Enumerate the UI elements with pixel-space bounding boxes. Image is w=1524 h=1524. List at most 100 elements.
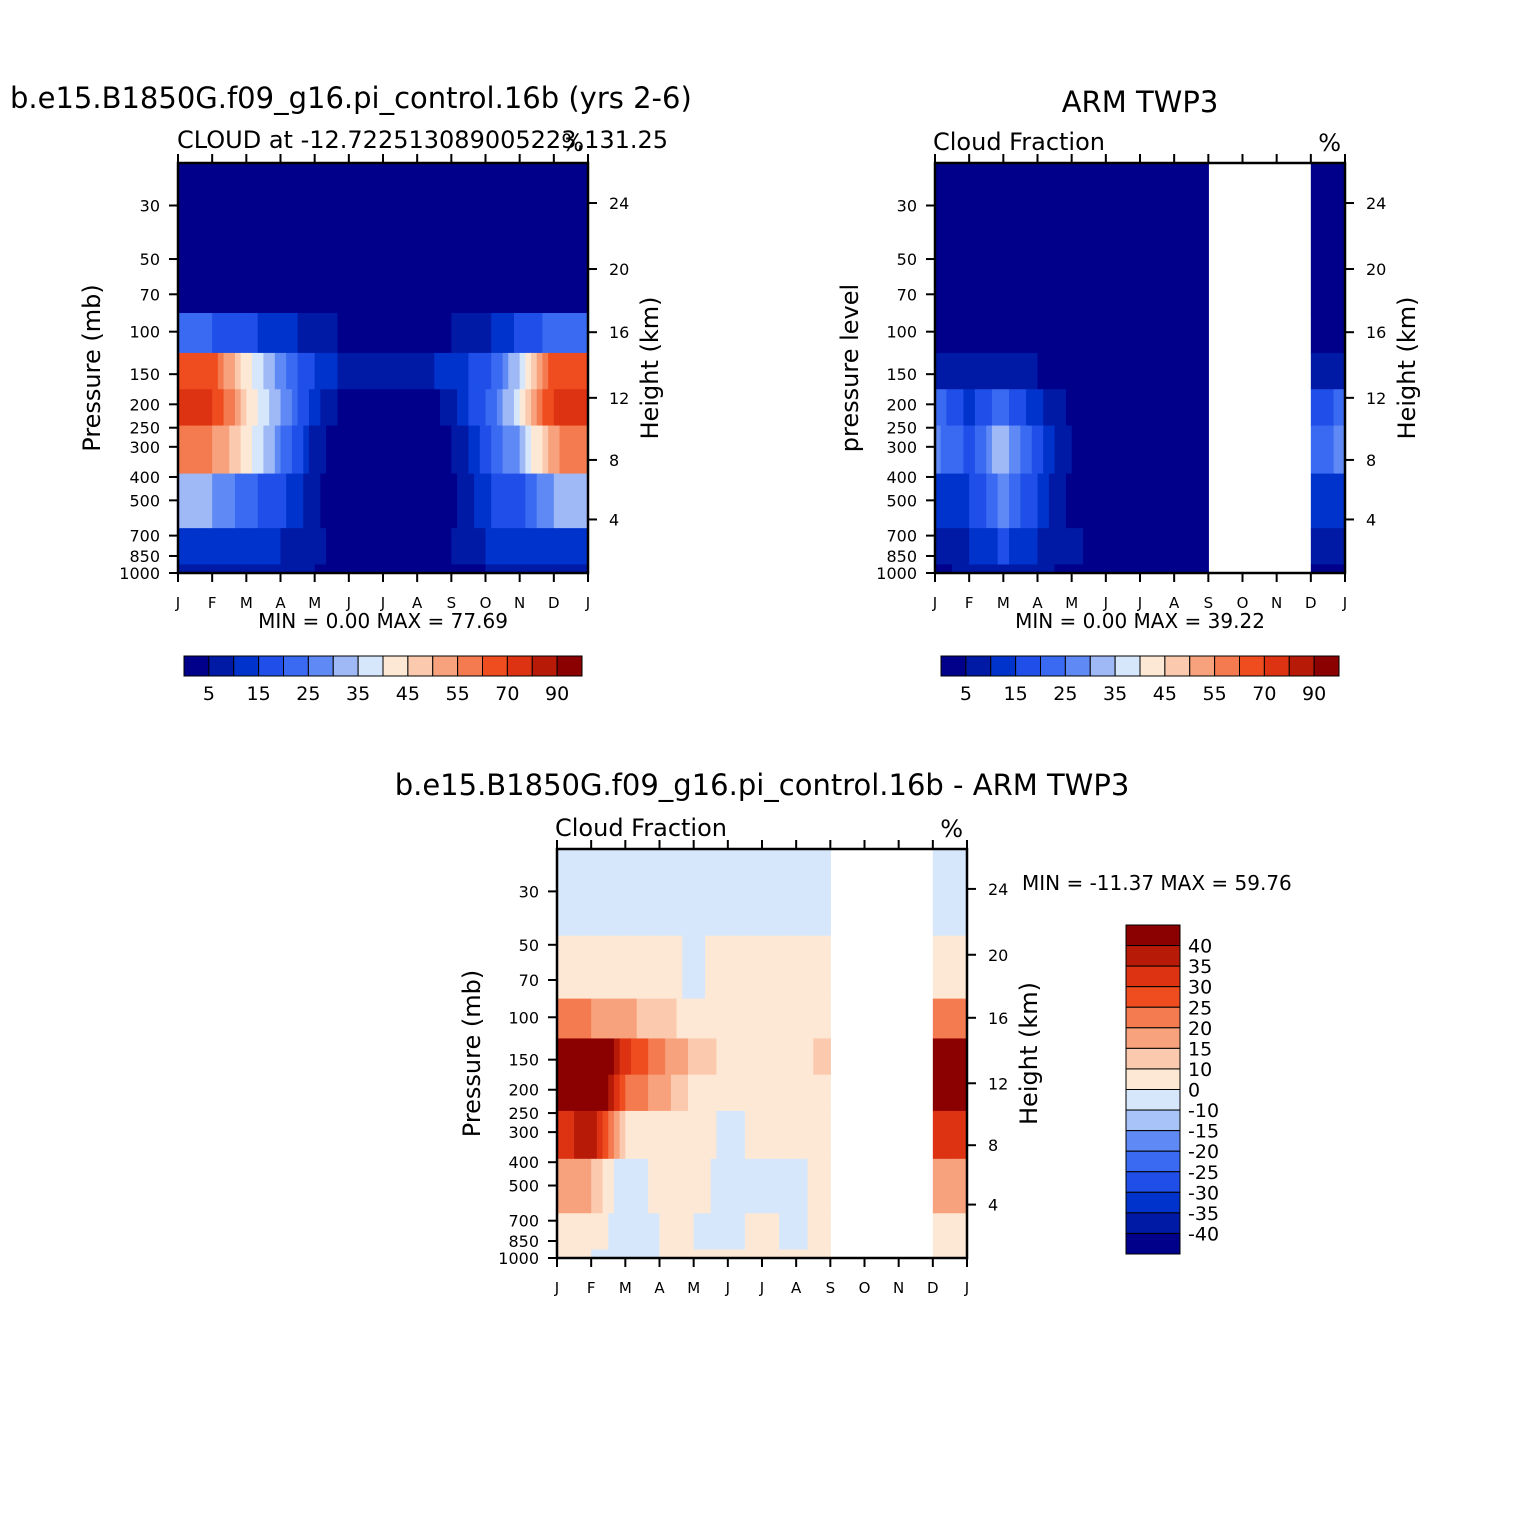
obs-cell bbox=[1054, 389, 1061, 427]
diff-cell bbox=[585, 1074, 592, 1112]
model-cell bbox=[200, 528, 208, 566]
obs-cell bbox=[974, 352, 982, 390]
diff-cell bbox=[790, 998, 797, 1040]
obs-cell bbox=[1088, 473, 1096, 529]
obs-cell bbox=[1333, 163, 1340, 251]
model-cell bbox=[582, 425, 589, 475]
model-y-tick-label: 100 bbox=[129, 323, 160, 342]
obs-cell bbox=[1014, 528, 1022, 566]
model-cell bbox=[479, 564, 487, 574]
model-cell bbox=[400, 312, 407, 354]
model-cell bbox=[223, 249, 230, 314]
obs-cell bbox=[1179, 352, 1187, 390]
obs-cell bbox=[1151, 312, 1158, 354]
model-cell bbox=[383, 249, 390, 314]
model-cell bbox=[365, 312, 373, 354]
diff-cell bbox=[596, 1074, 604, 1112]
model-cell bbox=[502, 163, 509, 251]
diff-cell bbox=[579, 1110, 587, 1160]
diff-cell bbox=[756, 1110, 763, 1160]
model-cell bbox=[485, 352, 492, 390]
model-x-tick-label: A bbox=[412, 594, 423, 612]
obs-cell bbox=[946, 249, 953, 314]
model-cell bbox=[200, 312, 208, 354]
obs-cell bbox=[1179, 528, 1187, 566]
diff-cell bbox=[591, 1110, 598, 1160]
obs-cell bbox=[1327, 352, 1335, 390]
diff-cell bbox=[722, 1074, 729, 1112]
obs-cell bbox=[1179, 249, 1187, 314]
diff-cell bbox=[762, 1038, 769, 1076]
model-cell bbox=[548, 473, 555, 529]
model-cell bbox=[405, 528, 413, 566]
model-cell bbox=[474, 312, 481, 354]
model-cell bbox=[354, 163, 361, 251]
obs-cell bbox=[997, 249, 1004, 314]
obs-cell bbox=[1105, 528, 1113, 566]
obs-cell bbox=[1185, 473, 1192, 529]
diff-cell bbox=[801, 849, 809, 937]
diff-cell bbox=[705, 935, 712, 1000]
model-cell bbox=[195, 425, 202, 475]
model-cell bbox=[217, 163, 225, 251]
diff-colorbar-label: -30 bbox=[1188, 1182, 1219, 1204]
obs-cell bbox=[1014, 473, 1022, 529]
obs-cell bbox=[1083, 163, 1090, 251]
obs-cell bbox=[1060, 425, 1067, 475]
obs-cell bbox=[952, 473, 959, 529]
model-cell bbox=[445, 564, 452, 574]
model-cell bbox=[570, 249, 578, 314]
obs-cell bbox=[1157, 528, 1164, 566]
model-cell bbox=[195, 528, 202, 566]
obs-cell bbox=[980, 312, 987, 354]
diff-cell bbox=[938, 1038, 945, 1076]
diff-cell bbox=[613, 1249, 621, 1259]
model-cell bbox=[508, 163, 515, 251]
model-cell bbox=[417, 389, 424, 427]
model-cell bbox=[411, 389, 418, 427]
diff-cell bbox=[733, 1038, 740, 1076]
obs-cell bbox=[1151, 389, 1158, 427]
model-cell bbox=[531, 249, 538, 314]
model-cell bbox=[462, 564, 470, 574]
model-cell bbox=[496, 389, 504, 427]
obs-cell bbox=[1117, 352, 1124, 390]
model-cell bbox=[462, 249, 470, 314]
model-cell bbox=[286, 352, 293, 390]
obs-cell bbox=[1077, 564, 1084, 574]
model-cell bbox=[223, 352, 230, 390]
diff-cell bbox=[682, 1074, 689, 1112]
obs-units: % bbox=[1318, 129, 1341, 157]
diff-cell bbox=[727, 998, 735, 1040]
model-cell bbox=[189, 528, 196, 566]
diff-cell bbox=[722, 849, 729, 937]
model-cell bbox=[252, 473, 259, 529]
obs-colorbar-swatch bbox=[1040, 655, 1066, 677]
model-cell bbox=[445, 473, 452, 529]
diff-cell bbox=[739, 1213, 746, 1251]
diff-cell bbox=[665, 998, 672, 1040]
diff-cell bbox=[596, 998, 604, 1040]
model-cell bbox=[451, 163, 458, 251]
obs-x-tick-label: F bbox=[965, 594, 974, 612]
diff-cell bbox=[818, 935, 826, 1000]
model-cell bbox=[570, 425, 578, 475]
model-cell bbox=[212, 528, 219, 566]
obs-cell bbox=[946, 352, 953, 390]
diff-cell bbox=[961, 849, 968, 937]
obs-cell bbox=[1014, 249, 1022, 314]
diff-x-tick-label: J bbox=[964, 1279, 969, 1297]
diff-cell bbox=[784, 935, 792, 1000]
model-cell bbox=[491, 564, 498, 574]
model-cell bbox=[576, 312, 583, 354]
model-cell bbox=[257, 352, 265, 390]
model-cell bbox=[394, 312, 401, 354]
diff-cell bbox=[750, 1213, 757, 1251]
obs-cell bbox=[940, 312, 947, 354]
model-cell bbox=[536, 473, 544, 529]
diff-x-tick-label: D bbox=[927, 1279, 939, 1297]
model-cell bbox=[240, 389, 247, 427]
obs-cell bbox=[1088, 352, 1096, 390]
obs-cell bbox=[1179, 564, 1187, 574]
model-cell bbox=[206, 425, 213, 475]
